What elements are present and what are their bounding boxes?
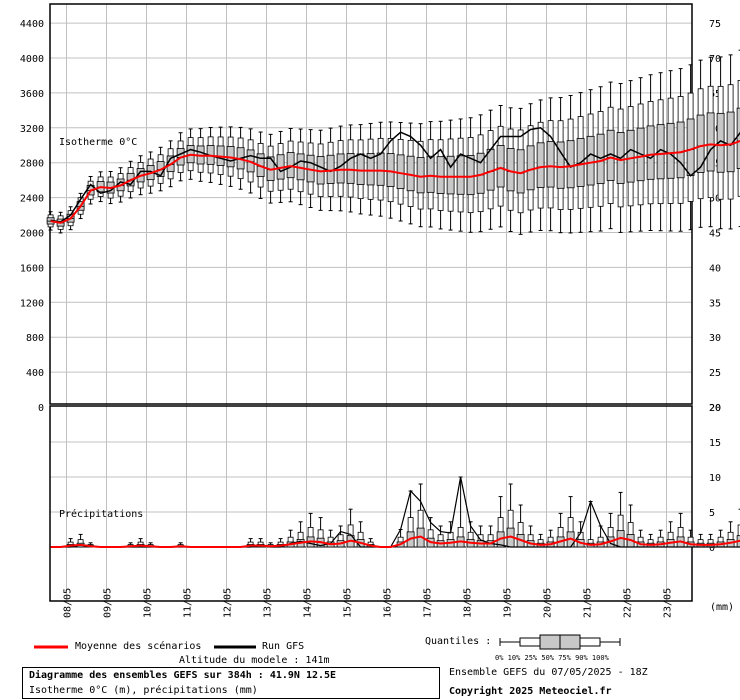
box-inner xyxy=(446,155,455,195)
box-inner xyxy=(436,156,445,194)
box-inner xyxy=(626,129,635,183)
box-inner xyxy=(426,155,435,193)
copyright-text: Copyright 2025 Meteociel.fr xyxy=(449,686,612,697)
x-tick-label: 08/05 xyxy=(63,588,74,618)
precip-panel-frame xyxy=(49,405,693,602)
x-tick-label: 16/05 xyxy=(383,588,394,618)
y-tick-right: 40 xyxy=(709,263,721,274)
y-tick-left: 800 xyxy=(26,333,44,344)
y-tick-right-precip: 20 xyxy=(709,403,721,414)
box-inner xyxy=(526,145,535,191)
box-inner xyxy=(556,141,565,189)
y-tick-right: 70 xyxy=(709,54,721,65)
box-inner xyxy=(566,140,575,189)
precip-mean-line xyxy=(50,535,740,548)
x-tick-label: 22/05 xyxy=(623,588,634,618)
y-tick-left: 3200 xyxy=(20,124,44,135)
y-tick-left: 4400 xyxy=(20,19,44,30)
legend-quantile-ticks: 0% 10% 25% 50% 75% 90% 100% xyxy=(495,654,609,662)
box-inner xyxy=(416,157,425,194)
x-tick-label: 12/05 xyxy=(223,588,234,618)
chart-subtitle: Isotherme 0°C (m), précipitations (mm) xyxy=(29,685,258,696)
box-inner xyxy=(496,144,505,188)
y-tick-right-precip: 15 xyxy=(709,438,721,449)
y-tick-left: 2800 xyxy=(20,159,44,170)
chart-title: Diagramme des ensembles GEFS sur 384h : … xyxy=(29,670,337,681)
x-tick-label: 14/05 xyxy=(303,588,314,618)
legend-mean-label: Moyenne des scénarios xyxy=(75,641,202,652)
box-inner xyxy=(346,153,355,184)
legend-quantiles-label: Quantiles : xyxy=(425,636,492,647)
box-inner xyxy=(466,154,475,196)
y-tick-left: 2000 xyxy=(20,229,44,240)
precip-unit-label: (mm) xyxy=(710,602,734,613)
isotherm-mean-line xyxy=(50,140,740,224)
y-tick-right-precip: 0 xyxy=(709,543,715,554)
isotherm-panel-title: Isotherme 0°C xyxy=(59,137,137,148)
box-inner xyxy=(456,155,465,195)
y-tick-left: 1600 xyxy=(20,263,44,274)
isotherm-panel-frame xyxy=(49,3,693,405)
y-tick-right: 45 xyxy=(709,229,721,240)
legend-quantile-box xyxy=(499,634,621,650)
altitude-text: Altitude du modele : 141m xyxy=(179,655,330,666)
y-tick-right: 55 xyxy=(709,159,721,170)
y-tick-left: 4000 xyxy=(20,54,44,65)
y-tick-right: 75 xyxy=(709,19,721,30)
box-inner xyxy=(666,122,675,179)
y-tick-right: 65 xyxy=(709,89,721,100)
isotherm-boxes xyxy=(46,49,740,235)
x-tick-label: 20/05 xyxy=(543,588,554,618)
box-inner xyxy=(736,107,740,170)
x-tick-label: 19/05 xyxy=(503,588,514,618)
x-tick-label: 23/05 xyxy=(663,588,674,618)
box-inner xyxy=(706,112,715,172)
y-tick-left: 3600 xyxy=(20,89,44,100)
x-tick-label: 18/05 xyxy=(463,588,474,618)
x-tick-label: 15/05 xyxy=(343,588,354,618)
y-tick-right-precip: 5 xyxy=(709,508,715,519)
y-tick-left: 1200 xyxy=(20,298,44,309)
ensemble-text: Ensemble GEFS du 07/05/2025 - 18Z xyxy=(449,667,648,678)
box-inner xyxy=(366,153,375,186)
box-inner xyxy=(686,118,695,176)
box-inner xyxy=(646,125,655,180)
box-inner xyxy=(676,121,685,179)
y-tick-right: 50 xyxy=(709,194,721,205)
y-tick-right: 35 xyxy=(709,298,721,309)
y-tick-left: 2400 xyxy=(20,194,44,205)
isotherm-run-line xyxy=(50,127,740,223)
x-tick-label: 11/05 xyxy=(183,588,194,618)
precip-panel-title: Précipitations xyxy=(59,508,143,520)
box-inner xyxy=(696,114,705,173)
y-tick-left: 0 xyxy=(38,403,44,414)
y-tick-right: 30 xyxy=(709,333,721,344)
box-inner xyxy=(536,142,545,188)
x-tick-label: 21/05 xyxy=(583,588,594,618)
legend-run-label: Run GFS xyxy=(262,641,305,652)
x-tick-label: 10/05 xyxy=(143,588,154,618)
box-inner xyxy=(586,135,595,186)
y-tick-right-precip: 10 xyxy=(709,473,721,484)
y-tick-right: 25 xyxy=(709,368,721,379)
box-inner xyxy=(386,153,395,187)
x-tick-label: 17/05 xyxy=(423,588,434,618)
box-inner xyxy=(376,152,385,186)
y-tick-right: 20 xyxy=(709,403,721,414)
y-tick-left: 400 xyxy=(26,368,44,379)
x-tick-label: 09/05 xyxy=(103,588,114,618)
box-inner xyxy=(546,141,555,188)
box-inner xyxy=(336,153,345,184)
title-box xyxy=(22,667,440,699)
box-inner xyxy=(356,153,365,185)
y-tick-right: 60 xyxy=(709,124,721,135)
x-tick-label: 13/05 xyxy=(263,588,274,618)
